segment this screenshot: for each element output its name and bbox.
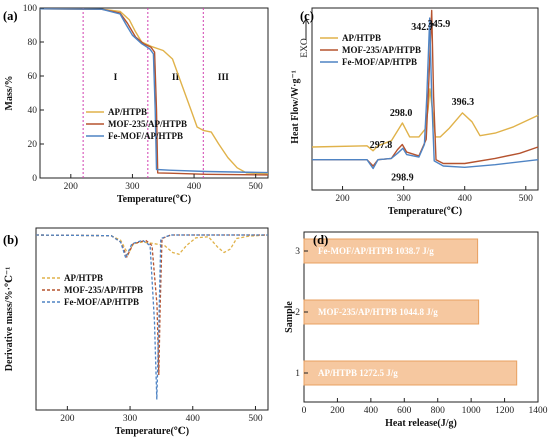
heat-release-bar (303, 299, 480, 325)
x-axis-title: Temperature(℃) (388, 206, 462, 217)
x-tick-label: 800 (431, 406, 446, 416)
legend-entry: Fe-MOF/AP/HTPB (64, 297, 139, 307)
x-tick-label: 400 (187, 182, 202, 192)
series-line-1 (39, 8, 269, 175)
y-axis-title: Mass/% (4, 76, 15, 111)
bar-label: Fe-MOF/AP/HTPB 1038.7 J/g (318, 246, 434, 256)
heat-release-bar (303, 360, 518, 386)
series-line-3 (35, 234, 268, 400)
legend-entry: MOF-235/AP/HTPB (64, 285, 143, 295)
panel-d: Fe-MOF/AP/HTPB 1038.7 J/g MOF-235/AP/HTPB… (284, 231, 548, 429)
peak-annotation: 342.7 (411, 22, 434, 33)
x-axis-title: Temperature(℃) (115, 426, 189, 437)
legend-entry: AP/HTPB (108, 107, 147, 117)
legend-entry: MOF-235/AP/HTPB (342, 45, 421, 55)
y-tick-label: 60 (28, 72, 38, 82)
series-line-3 (39, 8, 269, 174)
series-line-2 (39, 8, 269, 176)
y-tick-label: 1 (295, 369, 300, 379)
peak-annotation: 298.9 (391, 172, 414, 183)
y-axis-title: Heat Flow/W·g⁻¹ (290, 70, 301, 144)
y-tick-label: 20 (28, 140, 38, 150)
x-tick-label: 200 (60, 414, 75, 424)
series-line-3 (312, 17, 539, 170)
series-line-1 (35, 234, 269, 256)
plot-frame (311, 7, 539, 191)
x-tick-label: 1000 (462, 406, 481, 416)
region-label: I (114, 73, 118, 83)
x-tick-label: 0 (302, 406, 307, 416)
panel-label: (c) (300, 9, 314, 23)
x-tick-label: 1200 (495, 406, 514, 416)
x-tick-label: 400 (458, 194, 473, 204)
legend-entry: Fe-MOF/AP/HTPB (108, 131, 183, 141)
region-label: III (218, 73, 229, 83)
x-tick-label: 200 (335, 194, 350, 204)
peak-annotation: 345.9 (428, 19, 451, 30)
bar-label: AP/HTPB 1272.5 J/g (318, 368, 398, 378)
exo-arrow-icon (302, 18, 310, 40)
x-tick-label: 500 (248, 414, 263, 424)
y-axis-title: Derivative mass/%·℃⁻¹ (4, 267, 15, 371)
region-label: II (172, 73, 180, 83)
x-tick-label: 300 (396, 194, 411, 204)
y-axis-title: Sample (284, 301, 295, 333)
y-tick-label: 3 (295, 247, 300, 257)
x-tick-label: 400 (364, 406, 379, 416)
x-tick-label: 600 (397, 406, 412, 416)
plot-frame (35, 227, 269, 411)
peak-annotation: 396.3 (452, 97, 475, 108)
y-tick-label: 0 (32, 174, 37, 184)
panel-label: (d) (313, 233, 328, 247)
peak-annotation: 298.0 (390, 108, 413, 119)
x-tick-label: 300 (125, 182, 140, 192)
panel-c: 200 300 400 500 Temperature(℃) Heat Flow/W·g⁻… (290, 7, 539, 217)
y-tick-label: 100 (23, 4, 38, 14)
y-tick-label: 40 (28, 106, 38, 116)
plot-frame (39, 7, 269, 179)
panel-b: 200 300 400 500 Temperature(℃) Derivative mas… (3, 227, 269, 437)
peak-annotation: 297.8 (370, 140, 393, 151)
y-tick-label: 2 (295, 308, 300, 318)
x-tick-label: 1400 (529, 406, 548, 416)
panel-label: (b) (3, 233, 18, 247)
x-axis-title: Temperature(℃) (117, 194, 191, 205)
y-tick-label: 80 (28, 38, 38, 48)
legend-entry: AP/HTPB (64, 273, 103, 283)
panel-label: (a) (3, 9, 18, 23)
x-tick-label: 400 (186, 414, 201, 424)
series-line-1 (311, 88, 539, 152)
x-tick-label: 200 (330, 406, 345, 416)
x-tick-label: 500 (249, 182, 264, 192)
legend-entry: Fe-MOF/AP/HTPB (342, 57, 417, 67)
x-tick-label: 500 (519, 194, 534, 204)
x-axis-title: Heat release(J/g) (385, 418, 457, 429)
x-tick-label: 200 (64, 182, 79, 192)
x-tick-label: 300 (123, 414, 138, 424)
legend-entry: AP/HTPB (342, 33, 381, 43)
heat-release-bar (303, 238, 479, 264)
bar-label: MOF-235/AP/HTPB 1044.8 J/g (318, 307, 438, 317)
exo-label: EXO (300, 38, 310, 58)
legend-entry: MOF-235/AP/HTPB (108, 119, 187, 129)
